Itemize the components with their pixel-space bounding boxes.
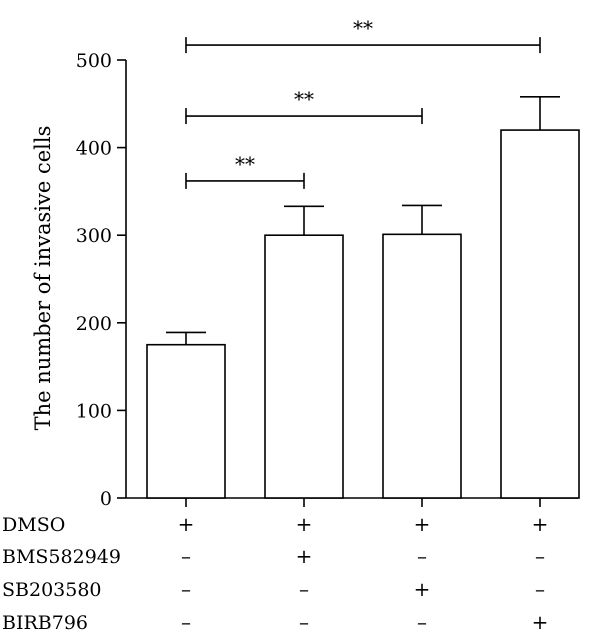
treatment-symbol: – [299,577,309,601]
treatment-symbol: – [181,610,191,634]
significance-label: ** [235,152,255,176]
bar [146,343,226,499]
treatment-symbol: – [299,610,309,634]
y-tick-label: 0 [100,488,112,510]
y-tick-label: 500 [76,50,112,72]
treatment-symbol: + [414,512,431,536]
significance-label: ** [294,87,314,111]
bars [146,129,580,499]
treatment-symbol: + [532,512,549,536]
treatment-label: BMS582949 [2,546,121,568]
y-tick-label: 100 [76,400,112,422]
treatment-symbol: + [178,512,195,536]
treatment-symbol: + [414,577,431,601]
y-tick-label: 300 [76,225,112,247]
y-tick-label: 400 [76,138,112,160]
treatment-symbol: + [532,610,549,634]
treatment-symbol: – [535,544,545,568]
bar [500,129,580,499]
treatment-symbol: – [181,544,191,568]
bar [264,234,344,499]
treatment-symbol: – [181,577,191,601]
treatment-symbol: – [535,577,545,601]
treatment-symbol: – [417,610,427,634]
y-axis-label: The number of invasive cells [31,126,55,431]
treatment-symbol: + [296,512,313,536]
significance-label: ** [353,16,373,40]
treatment-symbol: – [417,544,427,568]
y-tick-label: 200 [76,313,112,335]
treatment-label: BIRB796 [2,612,88,634]
error-bars [166,95,560,345]
treatment-label: SB203580 [2,579,102,601]
significance-brackets: ** ** ** [185,16,541,189]
treatment-table: DMSO + + + + BMS582949 – + – – SB203580 – – + – BIRB796… [2,512,548,634]
bar [382,233,462,499]
treatment-label: DMSO [2,514,65,536]
treatment-symbol: + [296,544,313,568]
